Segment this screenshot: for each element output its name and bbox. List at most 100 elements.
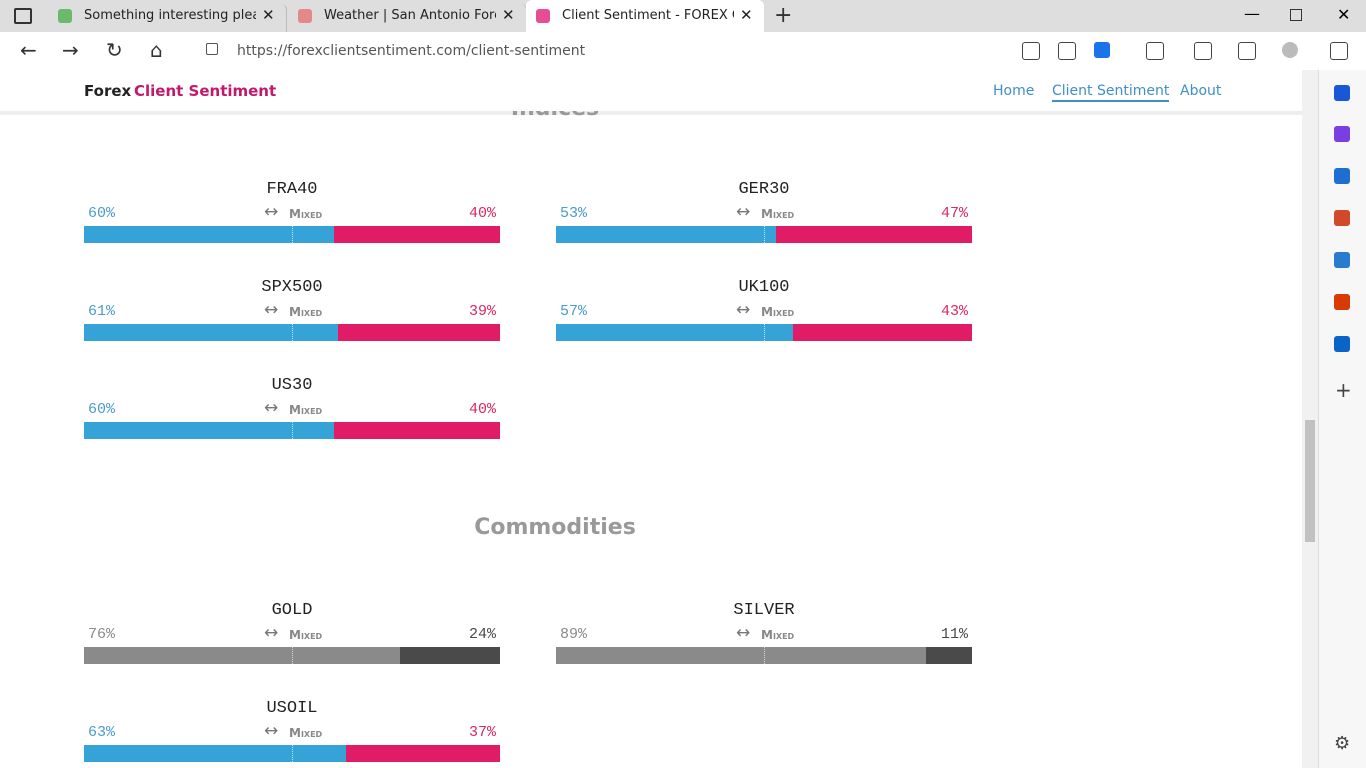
tab-title: Client Sentiment - FOREX Client Sentimen… bbox=[562, 8, 734, 23]
sidebar-tools[interactable] bbox=[1334, 210, 1350, 226]
header-divider bbox=[0, 111, 1302, 115]
signal-arrow: ↔ bbox=[736, 300, 751, 320]
short-bar bbox=[333, 226, 500, 243]
signal-label: Mixed bbox=[289, 726, 323, 740]
new-tab[interactable]: + bbox=[774, 3, 793, 28]
instrument-name: SPX500 bbox=[261, 278, 323, 297]
nav-link[interactable]: About bbox=[1180, 83, 1222, 99]
signal-label: Mixed bbox=[289, 403, 323, 417]
sidebar-copilot[interactable] bbox=[1334, 126, 1350, 142]
favorites-list[interactable] bbox=[1194, 42, 1212, 60]
tab[interactable]: Weather | San Antonio Forecast, Radar ✕ bbox=[288, 4, 527, 32]
short-bar bbox=[337, 324, 500, 341]
long-bar bbox=[84, 647, 401, 664]
immersive[interactable] bbox=[1058, 42, 1076, 60]
scrollbar bbox=[1302, 70, 1318, 768]
midline bbox=[292, 745, 293, 762]
signal-label: Mixed bbox=[289, 305, 323, 319]
midline bbox=[292, 226, 293, 243]
signal-label: Mixed bbox=[761, 628, 795, 642]
long-percent: 57% bbox=[560, 303, 588, 320]
sidebar-shopping[interactable] bbox=[1334, 168, 1350, 184]
sidebar-games[interactable] bbox=[1334, 252, 1350, 268]
signal-label: Mixed bbox=[761, 305, 795, 319]
scroll-thumb[interactable] bbox=[1305, 420, 1315, 542]
home[interactable]: ⌂ bbox=[150, 38, 163, 62]
midline bbox=[764, 226, 765, 243]
signal-arrow: ↔ bbox=[264, 300, 279, 320]
midline bbox=[292, 647, 293, 664]
favorite[interactable] bbox=[1094, 42, 1110, 58]
brand-accent: Client Sentiment bbox=[134, 82, 277, 100]
sidebar-outlook[interactable] bbox=[1334, 336, 1350, 352]
long-bar bbox=[556, 647, 927, 664]
long-bar bbox=[556, 324, 794, 341]
tab-close[interactable]: ✕ bbox=[502, 6, 515, 24]
midline bbox=[292, 422, 293, 439]
signal-arrow: ↔ bbox=[736, 623, 751, 643]
profile[interactable] bbox=[1282, 42, 1298, 58]
lock-icon bbox=[206, 43, 218, 55]
signal-arrow: ↔ bbox=[264, 398, 279, 418]
short-bar bbox=[776, 226, 972, 243]
tab[interactable]: Something interesting please post ✕ bbox=[48, 4, 287, 32]
tab-title: Weather | San Antonio Forecast, Radar bbox=[324, 8, 496, 23]
close[interactable]: ✕ bbox=[1337, 5, 1351, 24]
short-percent: 40% bbox=[468, 401, 496, 418]
long-bar bbox=[84, 324, 338, 341]
long-bar bbox=[84, 226, 334, 243]
short-percent: 37% bbox=[468, 724, 496, 741]
short-bar bbox=[793, 324, 972, 341]
read-aloud[interactable] bbox=[1022, 42, 1040, 60]
minimize[interactable]: — bbox=[1244, 4, 1260, 23]
tab-icon bbox=[536, 9, 550, 23]
long-percent: 61% bbox=[88, 303, 116, 320]
short-bar bbox=[346, 745, 500, 762]
signal-label: Mixed bbox=[761, 207, 795, 221]
sidebar-search[interactable] bbox=[1334, 85, 1350, 101]
refresh[interactable]: ↻ bbox=[106, 38, 123, 62]
long-percent: 89% bbox=[560, 626, 588, 643]
nav-link[interactable]: Home bbox=[993, 83, 1035, 99]
instrument-name: UK100 bbox=[738, 278, 790, 297]
tab-icon bbox=[58, 9, 72, 23]
midline bbox=[764, 647, 765, 664]
tab[interactable]: Client Sentiment - FOREX Client Sentimen… bbox=[526, 0, 764, 32]
signal-arrow: ↔ bbox=[264, 202, 279, 222]
midline bbox=[292, 324, 293, 341]
tab-close[interactable]: ✕ bbox=[262, 6, 275, 24]
signal-label: Mixed bbox=[289, 207, 323, 221]
sidebar-office[interactable] bbox=[1334, 294, 1350, 310]
nav-link[interactable]: Client Sentiment bbox=[1052, 83, 1170, 102]
maximize[interactable] bbox=[1290, 9, 1302, 21]
collections[interactable] bbox=[1238, 42, 1256, 60]
tab-actions[interactable] bbox=[14, 8, 32, 24]
long-bar bbox=[84, 745, 347, 762]
long-percent: 63% bbox=[88, 724, 116, 741]
menu[interactable] bbox=[1330, 42, 1348, 60]
url[interactable]: https://forexclientsentiment.com/client-… bbox=[237, 43, 586, 59]
short-bar bbox=[400, 647, 500, 664]
signal-arrow: ↔ bbox=[264, 623, 279, 643]
short-percent: 24% bbox=[468, 626, 496, 643]
long-percent: 53% bbox=[560, 205, 588, 222]
sidebar-settings[interactable]: ⚙ bbox=[1334, 733, 1351, 754]
signal-arrow: ↔ bbox=[736, 202, 751, 222]
instrument-name: US30 bbox=[271, 376, 313, 395]
forward[interactable]: → bbox=[62, 38, 79, 62]
instrument-name: GOLD bbox=[271, 601, 313, 620]
tab-close[interactable]: ✕ bbox=[740, 6, 753, 24]
tab-icon bbox=[298, 9, 312, 23]
long-bar bbox=[84, 422, 334, 439]
sidebar-add[interactable]: + bbox=[1335, 378, 1352, 402]
signal-arrow: ↔ bbox=[264, 721, 279, 741]
short-bar bbox=[333, 422, 500, 439]
back[interactable]: ← bbox=[20, 38, 37, 62]
long-percent: 76% bbox=[88, 626, 116, 643]
signal-label: Mixed bbox=[289, 628, 323, 642]
short-bar bbox=[926, 647, 972, 664]
sidebar bbox=[1318, 70, 1366, 768]
extensions[interactable] bbox=[1146, 42, 1164, 60]
short-percent: 47% bbox=[940, 205, 968, 222]
